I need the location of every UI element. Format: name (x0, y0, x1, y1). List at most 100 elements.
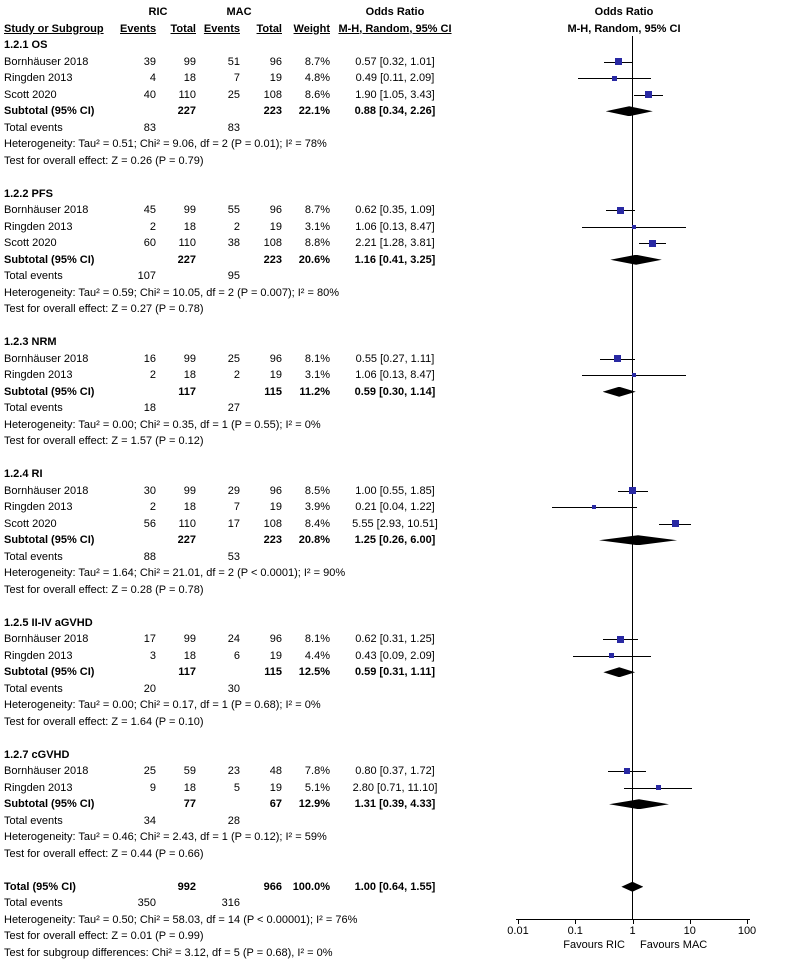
plot-cell (460, 87, 788, 104)
mac-total: 96 (269, 633, 282, 645)
plot-cell (460, 384, 788, 401)
empty-cell (120, 252, 156, 269)
mac-events: 25 (227, 88, 240, 101)
ric-events: 2 (149, 501, 156, 513)
weight: 3.1% (304, 369, 330, 381)
ric-total: 99 (183, 484, 196, 497)
total-events-label: Total events (4, 897, 63, 909)
heterogeneity-text: Heterogeneity: Tau² = 0.59; Chi² = 10.05… (4, 286, 339, 299)
study-name: Scott 2020 (4, 237, 57, 249)
spacer-row (0, 318, 788, 335)
plot-cell (460, 664, 788, 681)
subtotal-label: Subtotal (95% CI) (4, 253, 95, 266)
empty-cell (196, 796, 240, 813)
heterogeneity-text: Heterogeneity: Tau² = 0.00; Chi² = 0.35,… (4, 418, 321, 431)
study-name: Ringden 2013 (4, 501, 73, 513)
or-ci-text: 1.06 [0.13, 8.47] (355, 220, 435, 233)
mac-events-header: Events (203, 22, 240, 35)
effect-marker (609, 653, 615, 659)
weight: 20.6% (298, 253, 330, 266)
mac-events: 23 (227, 765, 240, 777)
header-row-columns: Study or Subgroup Events Total Events To… (0, 21, 788, 38)
mac-total-events: 27 (227, 402, 240, 414)
weight: 11.2% (299, 385, 330, 398)
ric-events: 39 (143, 55, 156, 68)
empty-cell (120, 796, 156, 813)
heterogeneity-text: Heterogeneity: Tau² = 0.46; Chi² = 2.43,… (4, 831, 327, 843)
axis-tick-label: 100 (737, 925, 757, 937)
total-events-label: Total events (4, 121, 63, 134)
mac-events: 17 (227, 517, 240, 530)
overall-effect-text: Test for overall effect: Z = 0.27 (P = 0… (4, 303, 204, 315)
study-row: Bornhäuser 2018 39 99 51 96 8.7% 0.57 [0.32, 1… (0, 54, 788, 71)
mac-events: 7 (233, 72, 240, 84)
subtotal-row: Subtotal (95% CI) 227 223 20.6% 1.16 [0.41, … (0, 252, 788, 269)
mac-group-label: MAC (226, 6, 252, 18)
mac-total-events: 316 (221, 897, 240, 909)
mac-events: 29 (227, 484, 240, 497)
subgroup-title: 1.2.4 RI (4, 468, 43, 480)
total-events-row: Total events 83 83 (0, 120, 788, 137)
mac-total: 108 (263, 88, 282, 101)
weight: 3.1% (304, 220, 330, 233)
ric-total: 99 (183, 204, 196, 216)
subgroup-diff-text: Test for subgroup differences: Chi² = 3.… (4, 946, 333, 959)
study-name: Scott 2020 (4, 88, 57, 101)
mac-events: 6 (233, 649, 240, 662)
or-ci-text: 2.21 [1.28, 3.81] (355, 237, 435, 249)
ric-total: 18 (183, 649, 196, 662)
empty-cell (156, 400, 196, 417)
ric-total: 99 (183, 352, 196, 365)
weight: 3.9% (304, 501, 330, 513)
ric-events-header: Events (120, 22, 157, 35)
study-name: Scott 2020 (4, 517, 57, 530)
or-ci-text: 1.00 [0.55, 1.85] (355, 484, 435, 497)
favours-left-label: Favours RIC (563, 939, 625, 951)
overall-effect-text: Test for overall effect: Z = 0.44 (P = 0… (4, 847, 204, 860)
effect-marker (655, 785, 661, 791)
weight-header: Weight (293, 22, 330, 35)
plot-cell (460, 202, 788, 219)
subtotal-label: Subtotal (95% CI) (4, 534, 95, 546)
empty-cell (120, 664, 156, 681)
total-events-label: Total events (4, 814, 63, 827)
study-name: Ringden 2013 (4, 649, 73, 662)
total-events-row: Total events 34 28 (0, 813, 788, 830)
study-row: Bornhäuser 2018 16 99 25 96 8.1% 0.55 [0.27, 1… (0, 351, 788, 368)
mac-events: 55 (227, 204, 240, 216)
ric-total: 77 (183, 798, 196, 810)
effect-marker (648, 239, 656, 247)
ric-total: 99 (183, 633, 196, 645)
plot-cell (460, 532, 788, 549)
overall-effect-text: Test for overall effect: Z = 1.64 (P = 0… (4, 715, 204, 728)
subtotal-row: Subtotal (95% CI) 227 223 20.8% 1.25 [0.26, … (0, 532, 788, 549)
ric-total: 110 (178, 517, 196, 530)
heterogeneity-text: Heterogeneity: Tau² = 0.00; Chi² = 0.17,… (4, 699, 321, 711)
line-of-no-effect (632, 36, 633, 919)
effect-marker (617, 206, 625, 214)
or-ci-text: 1.06 [0.13, 8.47] (355, 369, 435, 381)
heterogeneity-text: Heterogeneity: Tau² = 0.50; Chi² = 58.03… (4, 913, 358, 926)
mac-events: 2 (233, 220, 240, 233)
mac-total: 19 (269, 220, 282, 233)
total-row: Total (95% CI) 992 966 100.0% 1.00 [0.64, 1.… (0, 879, 788, 896)
or-ci-text: 0.62 [0.35, 1.09] (355, 204, 435, 216)
plot-cell (460, 780, 788, 797)
ric-events: 9 (149, 781, 156, 794)
empty-cell (196, 103, 240, 120)
ric-events: 25 (143, 765, 156, 777)
study-name: Bornhäuser 2018 (4, 204, 89, 216)
or-ci-text: 1.25 [0.26, 6.00] (354, 534, 436, 546)
study-name: Ringden 2013 (4, 220, 73, 233)
method-header-left: M-H, Random, 95% CI (338, 22, 452, 35)
weight: 5.1% (304, 781, 330, 794)
subtotal-label: Subtotal (95% CI) (4, 666, 95, 678)
empty-cell (156, 120, 196, 137)
weight: 4.8% (304, 72, 330, 84)
rows: RIC MAC Odds Ratio Odds Ratio Study or S… (0, 4, 788, 961)
study-row: Ringden 2013 2 18 2 19 3.1% 1.06 [0.13, 8.47] (0, 367, 788, 384)
pooled-diamond (605, 106, 653, 117)
weight: 8.4% (304, 517, 330, 530)
pooled-diamond (599, 535, 678, 546)
plot-cell (460, 252, 788, 269)
